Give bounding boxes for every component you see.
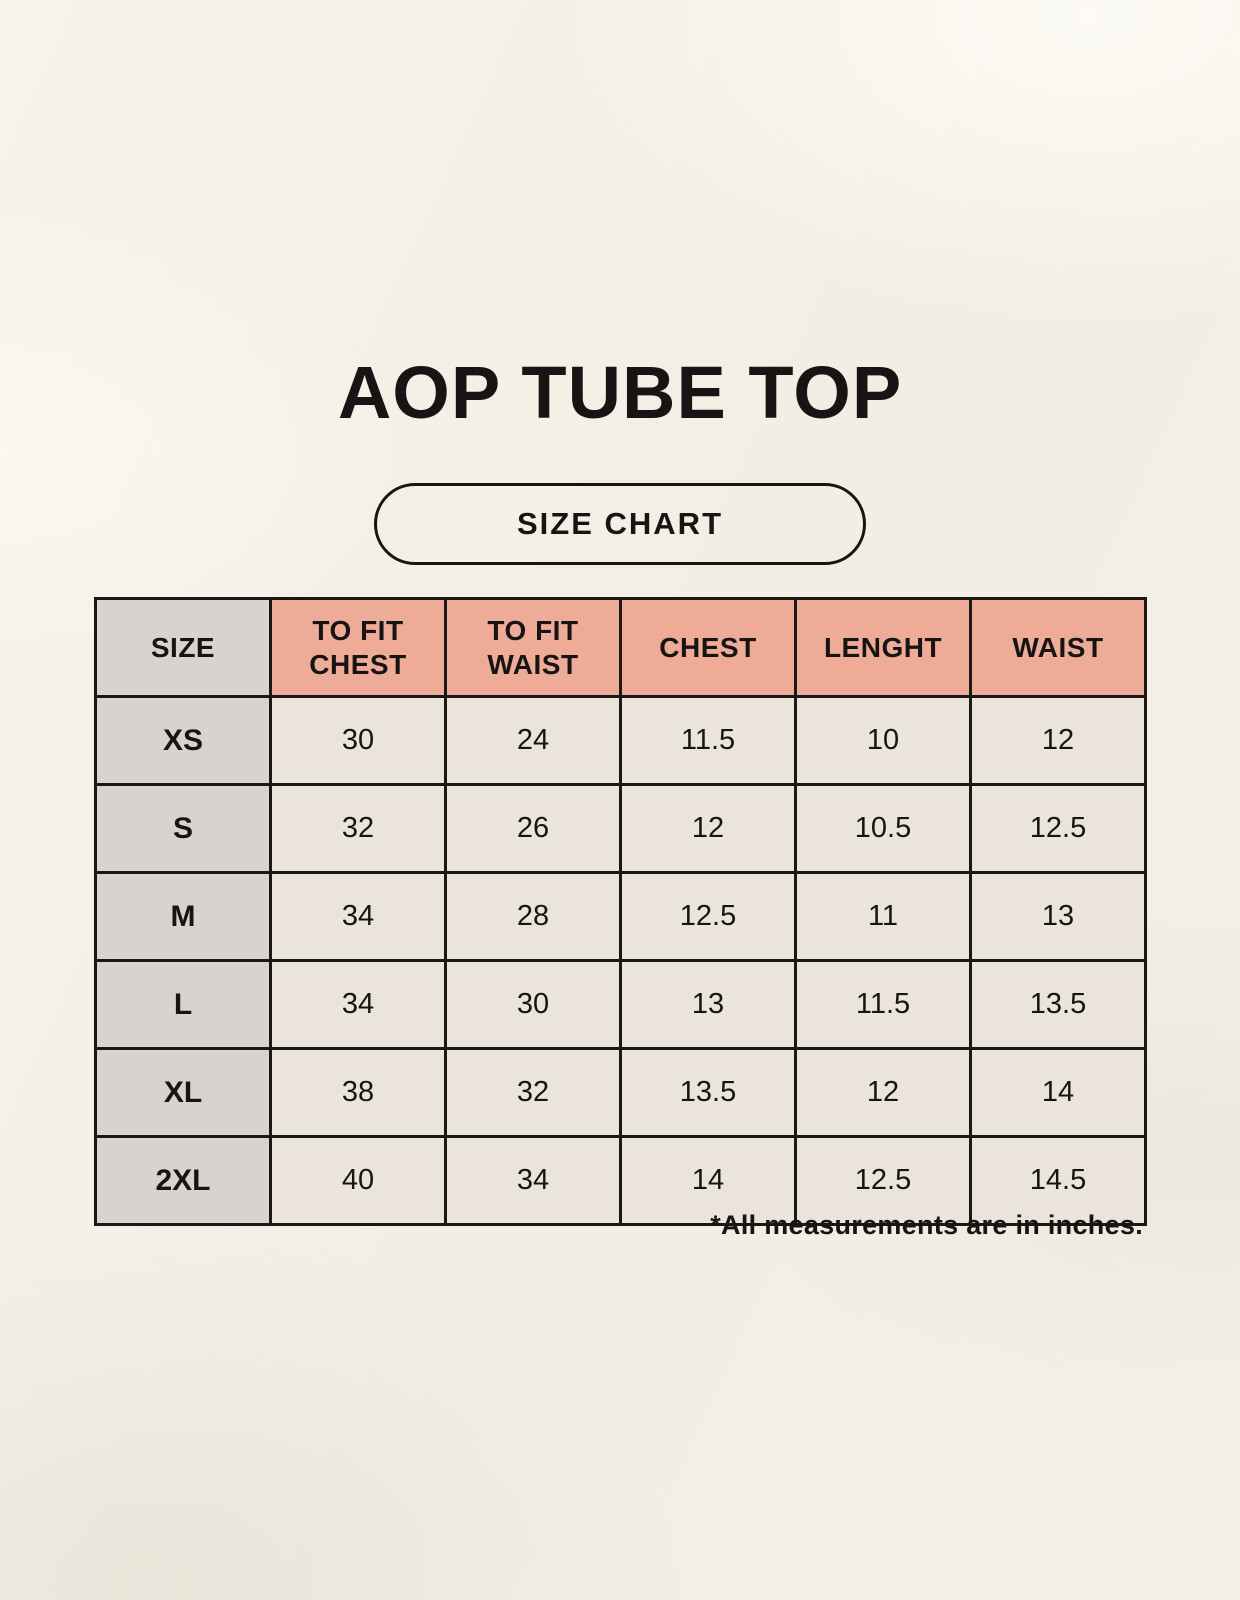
size-chart-table-header: SIZE TO FIT CHEST TO FIT WAIST CHEST LEN… [94,597,1147,698]
size-chart-table: SIZE TO FIT CHEST TO FIT WAIST CHEST LEN… [94,597,1147,1226]
size-label: XL [94,1047,272,1138]
cell-value: 12 [619,783,797,874]
table-row-xs: XS 30 24 11.5 10 12 [94,695,1147,786]
cell-value: 12.5 [619,871,797,962]
cell-value: 12 [794,1047,972,1138]
cell-value: 12.5 [969,783,1147,874]
size-chart-badge-label: SIZE CHART [517,506,723,541]
cell-value: 32 [269,783,447,874]
cell-value: 14 [969,1047,1147,1138]
cell-value: 26 [444,783,622,874]
cell-value: 14.5 [969,1135,1147,1226]
column-header-to-fit-waist: TO FIT WAIST [444,597,622,698]
table-row-l: L 34 30 13 11.5 13.5 [94,959,1147,1050]
cell-value: 13.5 [969,959,1147,1050]
cell-value: 12 [969,695,1147,786]
size-chart-table-body: XS 30 24 11.5 10 12 S 32 26 12 10.5 12.5… [94,695,1147,1226]
size-label: S [94,783,272,874]
size-label: XS [94,695,272,786]
cell-value: 11.5 [794,959,972,1050]
table-row-xl: XL 38 32 13.5 12 14 [94,1047,1147,1138]
table-row-m: M 34 28 12.5 11 13 [94,871,1147,962]
cell-value: 13.5 [619,1047,797,1138]
cell-value: 11.5 [619,695,797,786]
size-label: L [94,959,272,1050]
cell-value: 32 [444,1047,622,1138]
measurements-footnote: *All measurements are in inches. [710,1210,1143,1240]
header-row: SIZE TO FIT CHEST TO FIT WAIST CHEST LEN… [94,597,1147,698]
column-header-waist: WAIST [969,597,1147,698]
cell-value: 30 [444,959,622,1050]
table-row-2xl: 2XL 40 34 14 12.5 14.5 [94,1135,1147,1226]
cell-value: 30 [269,695,447,786]
cell-value: 14 [619,1135,797,1226]
page-title: AOP TUBE TOP [337,351,903,434]
cell-value: 24 [444,695,622,786]
size-label: 2XL [94,1135,272,1226]
cell-value: 34 [444,1135,622,1226]
column-header-to-fit-chest: TO FIT CHEST [269,597,447,698]
cell-value: 40 [269,1135,447,1226]
cell-value: 10 [794,695,972,786]
size-label: M [94,871,272,962]
cell-value: 38 [269,1047,447,1138]
table-row-s: S 32 26 12 10.5 12.5 [94,783,1147,874]
cell-value: 12.5 [794,1135,972,1226]
cell-value: 11 [794,871,972,962]
column-header-lenght: LENGHT [794,597,972,698]
column-header-size: SIZE [94,597,272,698]
cell-value: 34 [269,871,447,962]
cell-value: 13 [619,959,797,1050]
size-chart-badge: SIZE CHART [374,483,866,565]
cell-value: 13 [969,871,1147,962]
cell-value: 28 [444,871,622,962]
cell-value: 34 [269,959,447,1050]
cell-value: 10.5 [794,783,972,874]
column-header-chest: CHEST [619,597,797,698]
